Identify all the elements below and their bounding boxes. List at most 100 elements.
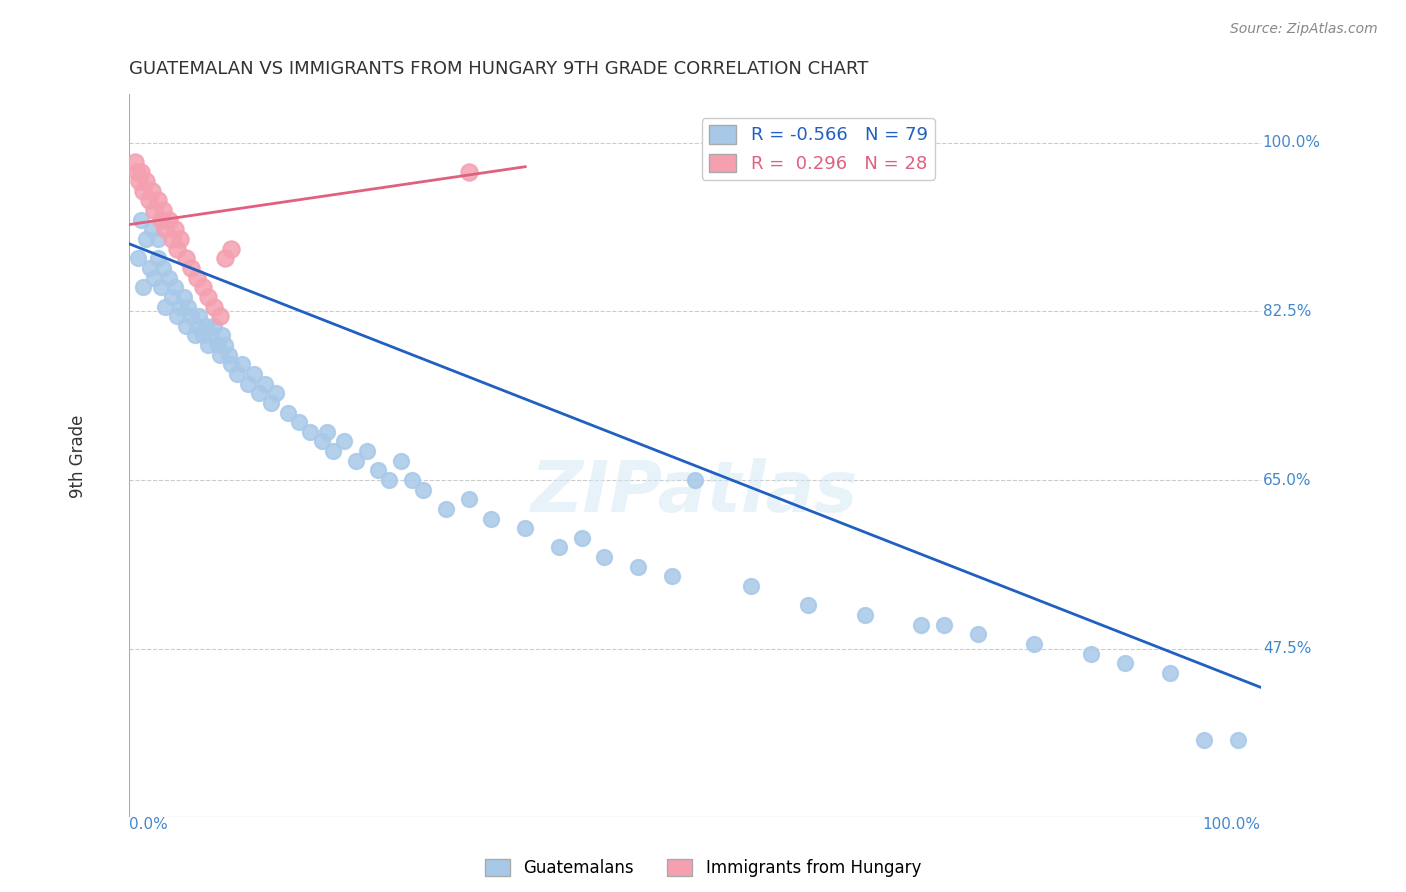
Point [211, 328, 233, 343]
Point [155, 300, 177, 314]
Point [571, 531, 593, 545]
Point [163, 222, 186, 236]
Point [740, 579, 762, 593]
Point [135, 232, 157, 246]
Point [197, 338, 219, 352]
Point [333, 434, 356, 449]
Text: 9th Grade: 9th Grade [69, 414, 87, 498]
Point [236, 376, 259, 391]
Point [188, 309, 211, 323]
Point [177, 300, 200, 314]
Text: 65.0%: 65.0% [1263, 473, 1312, 488]
Point [401, 473, 423, 487]
Point [184, 328, 207, 343]
Point [457, 492, 479, 507]
Point [266, 386, 288, 401]
Point [127, 164, 149, 178]
Point [129, 212, 152, 227]
Point [173, 290, 195, 304]
Point [277, 405, 299, 419]
Point [242, 367, 264, 381]
Point [166, 309, 188, 323]
Point [247, 386, 270, 401]
Point [932, 617, 955, 632]
Point [231, 357, 253, 371]
Legend: R = -0.566   N = 79, R =  0.296   N = 28: R = -0.566 N = 79, R = 0.296 N = 28 [702, 118, 935, 180]
Point [146, 252, 169, 266]
Point [149, 212, 172, 227]
Point [186, 318, 208, 333]
Point [155, 222, 177, 236]
Point [356, 444, 378, 458]
Point [593, 550, 616, 565]
Point [910, 617, 932, 632]
Text: 82.5%: 82.5% [1263, 304, 1312, 318]
Point [157, 212, 180, 227]
Point [162, 232, 184, 246]
Point [149, 280, 172, 294]
Point [207, 338, 229, 352]
Point [1159, 665, 1181, 680]
Point [146, 194, 169, 208]
Point [214, 338, 236, 352]
Point [311, 434, 333, 449]
Point [195, 318, 218, 333]
Point [367, 463, 389, 477]
Point [225, 367, 247, 381]
Legend: Guatemalans, Immigrants from Hungary: Guatemalans, Immigrants from Hungary [478, 852, 928, 884]
Point [1024, 637, 1046, 651]
Point [627, 559, 650, 574]
Point [219, 357, 242, 371]
Point [218, 348, 240, 362]
Point [174, 252, 197, 266]
Text: Source: ZipAtlas.com: Source: ZipAtlas.com [1230, 22, 1378, 37]
Point [174, 318, 197, 333]
Point [288, 415, 311, 429]
Point [457, 164, 479, 178]
Point [1192, 733, 1215, 747]
Point [143, 203, 166, 218]
Point [180, 309, 202, 323]
Point [124, 155, 146, 169]
Point [127, 252, 149, 266]
Point [515, 521, 537, 535]
Point [180, 260, 202, 275]
Point [191, 328, 214, 343]
Point [316, 425, 339, 439]
Point [208, 309, 231, 323]
Point [389, 454, 412, 468]
Point [128, 174, 150, 188]
Point [143, 270, 166, 285]
Point [253, 376, 276, 391]
Point [202, 318, 225, 333]
Point [1226, 733, 1249, 747]
Point [132, 184, 155, 198]
Point [260, 396, 283, 410]
Text: 47.5%: 47.5% [1263, 641, 1312, 657]
Point [141, 184, 163, 198]
Point [132, 280, 155, 294]
Point [166, 242, 188, 256]
Text: GUATEMALAN VS IMMIGRANTS FROM HUNGARY 9TH GRADE CORRELATION CHART: GUATEMALAN VS IMMIGRANTS FROM HUNGARY 9T… [129, 60, 869, 78]
Point [344, 454, 367, 468]
Point [135, 174, 157, 188]
Point [299, 425, 322, 439]
Text: 100.0%: 100.0% [1263, 135, 1320, 150]
Point [163, 280, 186, 294]
Point [152, 203, 174, 218]
Point [169, 300, 191, 314]
Point [378, 473, 401, 487]
Point [129, 164, 152, 178]
Point [434, 502, 457, 516]
Text: 100.0%: 100.0% [1202, 817, 1261, 832]
Point [162, 290, 184, 304]
Point [661, 569, 683, 583]
Point [214, 252, 236, 266]
Point [1080, 647, 1102, 661]
Point [200, 328, 222, 343]
Point [152, 260, 174, 275]
Point [138, 194, 160, 208]
Point [219, 242, 242, 256]
Point [208, 348, 231, 362]
Point [138, 260, 160, 275]
